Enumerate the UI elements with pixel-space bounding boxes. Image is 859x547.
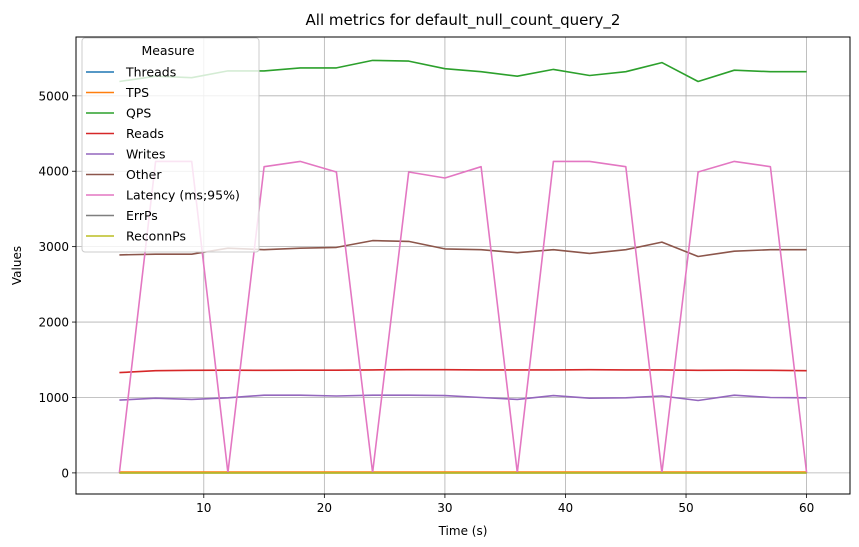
legend-label: Threads [125, 65, 176, 80]
series-line-reads [119, 368, 807, 374]
legend-label: TPS [125, 85, 149, 100]
y-axis-label: Values [10, 246, 24, 285]
legend-label: Latency (ms;95%) [126, 188, 240, 203]
x-tick-label: 30 [437, 501, 452, 515]
chart-title: All metrics for default_null_count_query… [306, 11, 621, 30]
y-tick-label: 3000 [38, 240, 69, 254]
y-tick-label: 0 [61, 466, 69, 480]
legend-label: ReconnPs [126, 229, 186, 244]
legend-label: Reads [126, 126, 164, 141]
x-tick-label: 60 [799, 501, 814, 515]
x-tick-label: 10 [196, 501, 211, 515]
y-tick-label: 1000 [38, 391, 69, 405]
y-tick-label: 4000 [38, 165, 69, 179]
legend-label: Other [126, 167, 162, 182]
x-tick-label: 50 [678, 501, 693, 515]
x-tick-label: 40 [558, 501, 573, 515]
y-tick-label: 5000 [38, 89, 69, 103]
legend: Measure Threads TPS QPS Reads Writes Other Lat… [81, 37, 260, 253]
legend-label: Writes [126, 147, 166, 162]
legend-title: Measure [141, 43, 194, 58]
axis-ticks: 10 20 30 40 50 60 0 1000 2000 3000 4000 5000 [38, 89, 814, 515]
series-line-latency-ms-95 [118, 160, 808, 474]
legend-label: ErrPs [126, 208, 158, 223]
x-tick-label: 20 [317, 501, 332, 515]
legend-box [81, 37, 260, 253]
x-axis-label: Time (s) [438, 524, 488, 538]
legend-label: QPS [126, 106, 151, 121]
y-tick-label: 2000 [38, 316, 69, 330]
plot-area-frame [75, 36, 851, 495]
series-line-writes [119, 394, 807, 402]
legend-entries: Threads TPS QPS Reads Writes Other Latency (ms… [86, 65, 240, 244]
